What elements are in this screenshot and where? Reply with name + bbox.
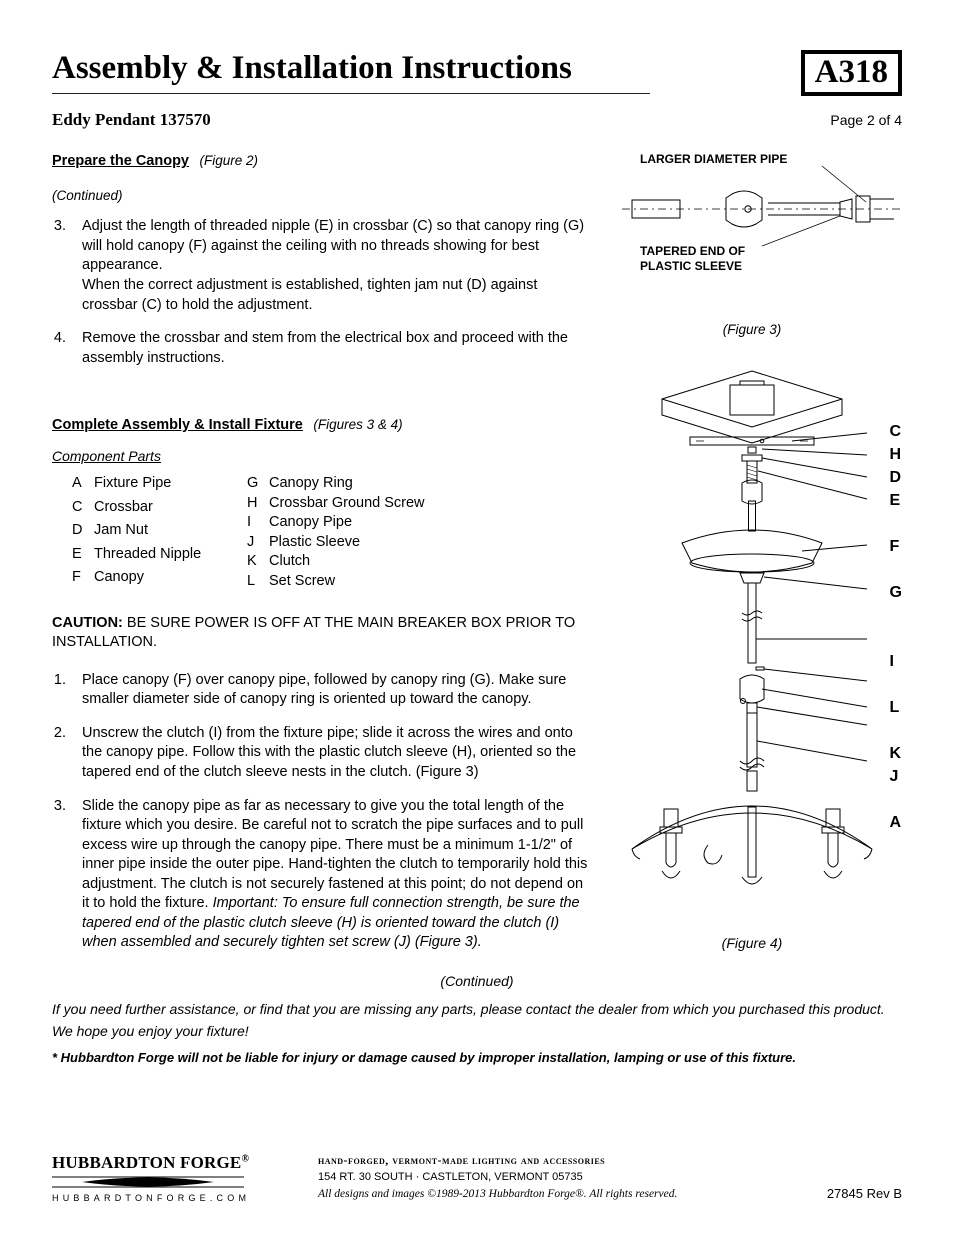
part-name: Clutch xyxy=(269,552,467,572)
logo-name: HUBBARDTON FORGE® xyxy=(52,1153,312,1173)
fig4-label: J xyxy=(890,768,902,791)
caution-label: CAUTION: xyxy=(52,615,123,631)
section-title: Complete Assembly & Install Fixture xyxy=(52,417,303,433)
fig4-label: K xyxy=(890,745,902,768)
parts-list: AFixture PipeCCrossbarDJam NutEThreaded … xyxy=(72,474,592,591)
fig4-label: C xyxy=(890,423,902,446)
footer-address: 154 RT. 30 SOUTH · CASTLETON, VERMONT 05… xyxy=(318,1169,827,1186)
part-key: E xyxy=(72,545,94,568)
right-column: LARGER DIAMETER PIPE xyxy=(592,152,902,967)
part-key: A xyxy=(72,474,94,497)
caution-text: BE SURE POWER IS OFF AT THE MAIN BREAKER… xyxy=(52,615,575,651)
footer-text: hand-forged, vermont-made lighting and a… xyxy=(318,1151,827,1203)
fig4-label xyxy=(890,561,902,584)
assistance-text: If you need further assistance, or find … xyxy=(52,999,902,1042)
step-3: Adjust the length of threaded nipple (E)… xyxy=(70,217,592,315)
figure-3: LARGER DIAMETER PIPE xyxy=(602,152,902,322)
fig4-svg xyxy=(602,367,902,927)
fig4-label xyxy=(890,630,902,653)
header-row: Assembly & Installation Instructions A31… xyxy=(52,50,902,96)
part-name: Crossbar Ground Screw xyxy=(269,494,467,514)
title-block: Assembly & Installation Instructions xyxy=(52,50,650,94)
fig4-label xyxy=(890,515,902,538)
revision-code: 27845 Rev B xyxy=(827,1186,902,1203)
part-name: Fixture Pipe xyxy=(94,474,247,497)
component-parts-heading: Component Parts xyxy=(52,448,592,464)
part-key: D xyxy=(72,521,94,544)
fig4-label: H xyxy=(890,446,902,469)
section-title: Prepare the Canopy xyxy=(52,153,189,169)
part-name: Plastic Sleeve xyxy=(269,533,467,553)
fig3-svg xyxy=(612,160,912,250)
fig3-caption: (Figure 3) xyxy=(602,322,902,337)
part-key: F xyxy=(72,568,94,591)
step-4: Remove the crossbar and stem from the el… xyxy=(70,329,592,368)
fig4-label xyxy=(890,722,902,745)
fig4-label xyxy=(890,791,902,814)
fig4-label xyxy=(890,607,902,630)
logo-swash-icon xyxy=(52,1175,244,1189)
part-name: Threaded Nipple xyxy=(94,545,247,568)
figure-ref: (Figures 3 & 4) xyxy=(313,417,402,432)
step-2: Unscrew the clutch (I) from the fixture … xyxy=(70,724,592,783)
footer-tagline: hand-forged, vermont-made lighting and a… xyxy=(318,1151,827,1169)
part-key: L xyxy=(247,572,269,592)
continued-center: (Continued) xyxy=(52,973,902,989)
fig4-labels: CHDEFG ILKJA xyxy=(890,423,902,837)
footer-rights: All designs and images ©1989-2013 Hubbar… xyxy=(318,1186,827,1203)
title-underline xyxy=(52,93,650,94)
logo-block: HUBBARDTON FORGE® HUBBARDTONFORGE.COM xyxy=(52,1153,312,1203)
part-name: Jam Nut xyxy=(94,521,247,544)
fig4-label: D xyxy=(890,469,902,492)
part-name: Canopy xyxy=(94,568,247,591)
figure-4: CHDEFG ILKJA xyxy=(602,367,902,927)
step-3: Slide the canopy pipe as far as necessar… xyxy=(70,797,592,954)
fig4-label: L xyxy=(890,699,902,722)
fig3-label-sleeve: TAPERED END OF PLASTIC SLEEVE xyxy=(640,244,745,273)
fig4-label: G xyxy=(890,584,902,607)
content: Prepare the Canopy (Figure 2) (Continued… xyxy=(52,152,902,967)
part-key: K xyxy=(247,552,269,572)
fig4-label xyxy=(890,676,902,699)
logo-url: HUBBARDTONFORGE.COM xyxy=(52,1193,312,1203)
liability-text: * Hubbardton Forge will not be liable fo… xyxy=(52,1050,902,1065)
product-subhead: Eddy Pendant 137570 xyxy=(52,110,211,130)
part-name: Canopy Ring xyxy=(269,474,467,494)
doc-code-box: A318 xyxy=(801,50,902,96)
continued-label: (Continued) xyxy=(52,188,592,203)
caution-block: CAUTION: BE SURE POWER IS OFF AT THE MAI… xyxy=(52,614,592,653)
fig4-label: E xyxy=(890,492,902,515)
steps-prepare: Adjust the length of threaded nipple (E)… xyxy=(52,217,592,368)
fig4-label: I xyxy=(890,653,902,676)
fig4-caption: (Figure 4) xyxy=(602,935,902,951)
left-column: Prepare the Canopy (Figure 2) (Continued… xyxy=(52,152,592,967)
section-complete-assembly: Complete Assembly & Install Fixture (Fig… xyxy=(52,416,592,434)
part-key: G xyxy=(247,474,269,494)
part-key: H xyxy=(247,494,269,514)
page-number: Page 2 of 4 xyxy=(830,112,902,128)
footer: HUBBARDTON FORGE® HUBBARDTONFORGE.COM ha… xyxy=(52,1151,902,1203)
step-1: Place canopy (F) over canopy pipe, follo… xyxy=(70,671,592,710)
section-prepare-canopy: Prepare the Canopy (Figure 2) xyxy=(52,152,592,170)
part-name: Crossbar xyxy=(94,498,247,521)
parts-col-2: GCanopy RingHCrossbar Ground ScrewICanop… xyxy=(247,474,467,591)
page-title: Assembly & Installation Instructions xyxy=(52,50,650,87)
fig4-label: F xyxy=(890,538,902,561)
parts-col-1: AFixture PipeCCrossbarDJam NutEThreaded … xyxy=(72,474,247,591)
steps-assembly: Place canopy (F) over canopy pipe, follo… xyxy=(52,671,592,953)
part-name: Canopy Pipe xyxy=(269,513,467,533)
part-key: I xyxy=(247,513,269,533)
subhead-row: Eddy Pendant 137570 Page 2 of 4 xyxy=(52,110,902,130)
fig4-label: A xyxy=(890,814,902,837)
part-name: Set Screw xyxy=(269,572,467,592)
figure-ref: (Figure 2) xyxy=(199,153,258,168)
part-key: C xyxy=(72,498,94,521)
part-key: J xyxy=(247,533,269,553)
